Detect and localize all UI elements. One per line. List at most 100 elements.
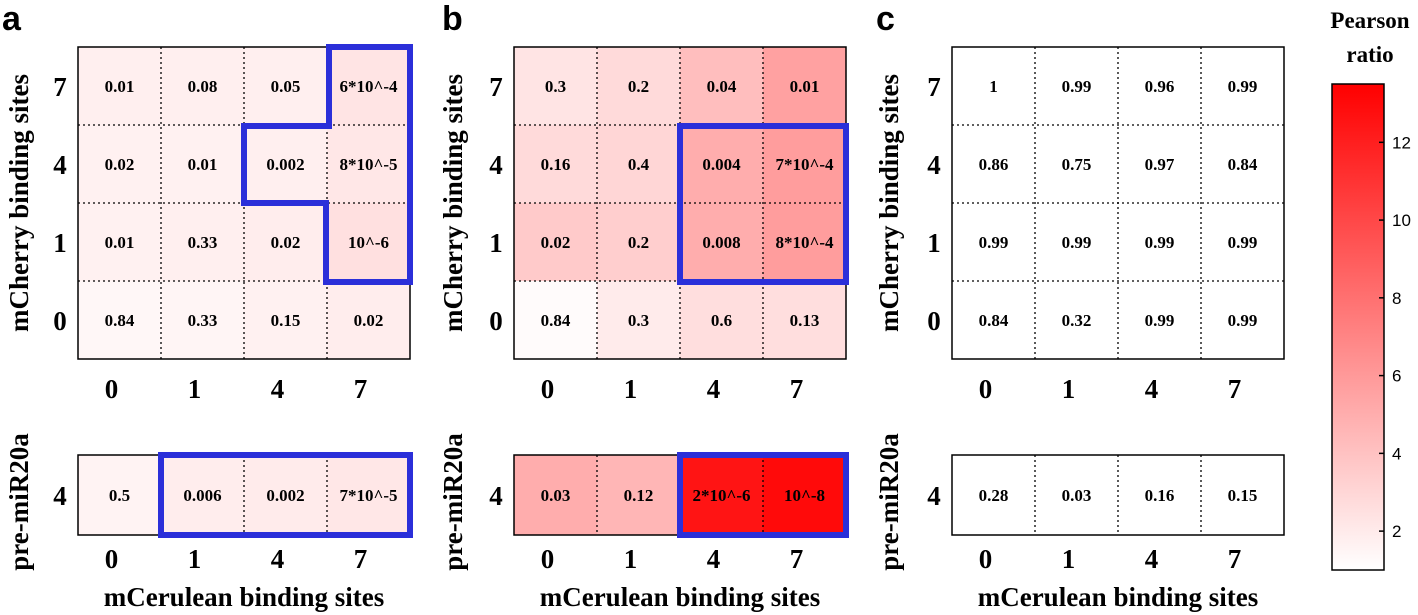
y-tick-labels: 7 4 1 0 4 [927, 72, 941, 511]
cell-value-label: 0.86 [979, 155, 1009, 174]
x-tick-label: 7 [354, 374, 368, 404]
heatmap-cells [514, 455, 847, 535]
y-tick-label: 1 [53, 228, 67, 258]
cell-value-label: 0.84 [541, 311, 571, 330]
cell-value-label: 7*10^-5 [339, 486, 397, 505]
heatmap-cell [244, 455, 328, 535]
heatmap-cell [327, 455, 411, 535]
x-tick-label: 0 [105, 544, 119, 574]
cell-value-label: 0.04 [707, 77, 737, 96]
x-tick-label: 0 [979, 374, 993, 404]
cell-value-label: 0.99 [1228, 311, 1258, 330]
y-axis-title-bottom: pre-miR20a [438, 433, 468, 571]
cell-labels: 0.28 0.03 0.16 0.15 [979, 486, 1258, 505]
significance-outline [241, 44, 413, 285]
heatmap-cell [952, 47, 1036, 126]
heatmap-cell [327, 125, 411, 204]
heatmap-cell [244, 281, 328, 360]
heatmap-cell [1118, 455, 1202, 535]
heatmap-cell [78, 125, 162, 204]
heatmap-cell [514, 47, 598, 126]
heatmap-cell [78, 281, 162, 360]
cell-value-label: 0.05 [271, 77, 301, 96]
heatmap-cell [1201, 281, 1285, 360]
cell-value-label: 0.16 [541, 155, 571, 174]
heatmap-cell [1035, 281, 1119, 360]
y-tick-label: 4 [489, 150, 503, 180]
cell-value-label: 0.01 [790, 77, 820, 96]
cell-value-label: 0.08 [188, 77, 218, 96]
cell-labels: 0.03 0.12 2*10^-6 10^-8 [541, 486, 825, 505]
cell-value-label: 0.6 [711, 311, 732, 330]
heatmap-cell [763, 125, 847, 204]
cell-value-label: 0.16 [1145, 486, 1175, 505]
significance-outline [677, 123, 849, 538]
heatmap-frame [951, 454, 1285, 536]
colorbar-tick-label: 12 [1392, 133, 1411, 152]
heatmap-cell [597, 125, 681, 204]
cell-value-label: 0.02 [541, 233, 571, 252]
cell-value-label: 0.84 [979, 311, 1009, 330]
cell-value-label: 0.84 [105, 311, 135, 330]
y-tick-label: 7 [489, 72, 503, 102]
cell-value-label: 0.01 [188, 155, 218, 174]
heatmap-cell [161, 281, 245, 360]
heatmap-cell [597, 47, 681, 126]
heatmap-cell [952, 281, 1036, 360]
y-axis-title-bottom: pre-miR20a [874, 433, 904, 571]
cell-value-label: 0.32 [1062, 311, 1092, 330]
heatmap-cells [952, 455, 1285, 535]
x-tick-label: 0 [105, 374, 119, 404]
y-tick-label: 4 [927, 150, 941, 180]
panel-letter: a [2, 0, 22, 38]
heatmap-cell [514, 455, 598, 535]
heatmap-cell [327, 203, 411, 282]
colorbar-title-line1: Pearson [1330, 8, 1409, 33]
heatmap-cell [78, 203, 162, 282]
y-axis-title: mCherry binding sites [438, 74, 468, 332]
cell-value-label: 0.006 [183, 486, 221, 505]
cell-value-label: 7*10^-4 [775, 155, 834, 174]
heatmap-cell [763, 47, 847, 126]
cell-value-label: 0.96 [1145, 77, 1175, 96]
heatmap-cells [952, 47, 1285, 360]
heatmap-cell [1201, 203, 1285, 282]
heatmap-cell [1118, 281, 1202, 360]
heatmap-cell [514, 281, 598, 360]
cell-value-label: 0.28 [979, 486, 1009, 505]
y-tick-label: 0 [489, 306, 503, 336]
heatmap-cell [763, 203, 847, 282]
cell-value-label: 0.13 [790, 311, 820, 330]
panel-letter: c [876, 0, 895, 38]
x-tick-label: 4 [707, 374, 721, 404]
cell-value-label: 0.002 [266, 486, 304, 505]
x-tick-label: 4 [271, 374, 285, 404]
cell-labels: 0.01 0.08 0.05 6*10^-4 0.02 0.01 0.002 8*10^-5 0… [105, 77, 398, 330]
significance-outline [677, 123, 849, 285]
panel-a: a 0.01 0.08 0.05 6*10^-4 0.02 0.01 0.002 8*10^-… [2, 0, 413, 612]
x-tick-label: 4 [271, 544, 285, 574]
cell-value-label: 1 [989, 77, 998, 96]
heatmap-cell [763, 455, 847, 535]
y-tick-label: 7 [53, 72, 67, 102]
cell-value-label: 0.99 [1062, 77, 1092, 96]
cell-labels: 0.3 0.2 0.04 0.01 0.16 0.4 0.004 7*10^-4 0.02 0.2… [541, 77, 834, 330]
heatmap-cell [1118, 203, 1202, 282]
y-tick-label: 4 [53, 481, 67, 511]
significance-outline [158, 44, 413, 538]
cell-value-label: 0.84 [1228, 155, 1258, 174]
cell-value-label: 0.2 [628, 233, 649, 252]
heatmap-cell [161, 125, 245, 204]
cell-value-label: 0.99 [1145, 233, 1175, 252]
y-tick-label: 4 [489, 481, 503, 511]
heatmap-cell [680, 281, 764, 360]
y-tick-label: 4 [927, 481, 941, 511]
x-tick-label: 4 [1145, 374, 1159, 404]
x-tick-label: 4 [707, 544, 721, 574]
y-tick-label: 4 [53, 150, 67, 180]
heatmap-cell [78, 455, 162, 535]
x-tick-labels: 0 0 1 1 4 4 7 7 [541, 374, 804, 574]
heatmap-cell [1035, 455, 1119, 535]
cell-value-label: 0.99 [1145, 311, 1175, 330]
